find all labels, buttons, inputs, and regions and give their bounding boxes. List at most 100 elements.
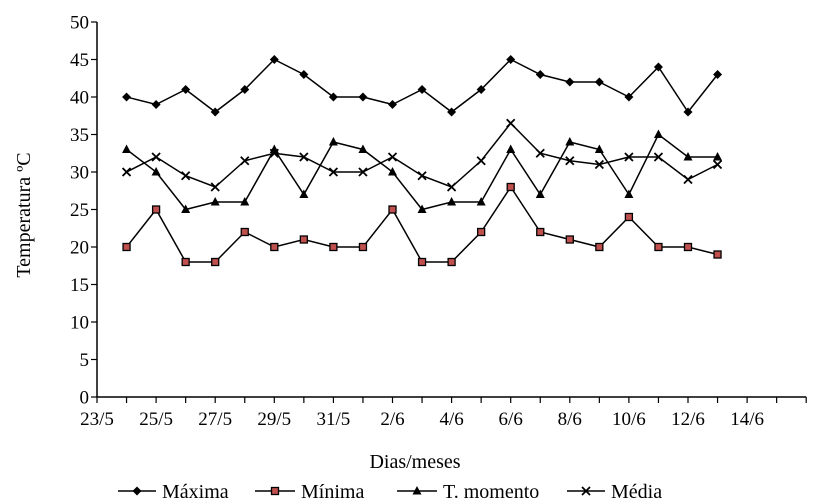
- y-tick-label: 10: [70, 313, 89, 334]
- data-point: [358, 242, 368, 252]
- data-point: [506, 118, 516, 128]
- y-tick-label: 25: [70, 200, 89, 221]
- legend-marker: [132, 486, 142, 496]
- x-marker-stroke: [358, 167, 368, 177]
- data-point: [417, 204, 427, 213]
- data-point: [358, 144, 368, 153]
- data-point: [122, 92, 132, 102]
- data-point: [624, 152, 634, 162]
- legend-label: Mínima: [301, 481, 364, 503]
- data-point: [683, 242, 693, 252]
- data-point: [181, 85, 191, 94]
- data-point: [506, 55, 516, 64]
- x-tick-label: 6/6: [499, 409, 523, 430]
- data-point: [594, 144, 604, 153]
- data-point: [535, 148, 545, 158]
- x-tick-label: 14/6: [730, 409, 764, 430]
- data-point: [269, 144, 279, 153]
- legend: Máxima Mínima T. momento Média: [118, 481, 662, 503]
- data-point: [329, 242, 338, 252]
- data-point: [358, 92, 368, 102]
- data-point: [535, 189, 545, 198]
- data-point: [122, 242, 131, 252]
- data-point: [683, 107, 693, 117]
- data-point: [594, 77, 604, 87]
- data-point: [565, 137, 575, 146]
- x-tick-label: 12/6: [671, 409, 705, 430]
- data-point: [299, 235, 309, 244]
- data-point: [595, 242, 604, 252]
- data-point: [299, 189, 309, 198]
- data-point: [240, 227, 249, 237]
- x-tick-label: 29/5: [257, 409, 291, 430]
- series-layer: [121, 55, 723, 267]
- axes: [96, 22, 807, 398]
- y-axis-ticks: 0 5 10 15 20 25 30 35 40 45 50: [70, 13, 97, 409]
- data-point: [624, 92, 634, 102]
- data-point: [712, 159, 723, 170]
- data-point: [535, 70, 545, 79]
- data-point: [387, 152, 398, 162]
- data-point: [181, 204, 191, 213]
- data-point: [388, 100, 397, 109]
- data-point: [151, 167, 161, 176]
- data-point: [565, 235, 574, 244]
- legend-marker: [412, 486, 422, 495]
- data-point: [653, 129, 663, 138]
- legend-label: T. momento: [443, 481, 539, 503]
- series-1: [122, 182, 722, 267]
- data-point: [240, 85, 250, 94]
- y-tick-label: 50: [70, 13, 89, 34]
- series-3: [121, 118, 723, 192]
- data-point: [122, 144, 132, 153]
- data-point: [299, 152, 309, 162]
- x-marker-stroke: [624, 152, 634, 162]
- data-point: [270, 242, 279, 252]
- data-point: [565, 77, 575, 87]
- data-point: [624, 212, 634, 222]
- legend-item: Mínima: [255, 481, 364, 503]
- x-marker-stroke: [565, 156, 575, 166]
- x-marker-stroke: [535, 148, 545, 158]
- legend-marker: [581, 486, 591, 496]
- x-marker-stroke: [581, 486, 591, 496]
- legend-label: Máxima: [162, 481, 229, 503]
- data-point: [269, 148, 279, 158]
- data-point: [240, 197, 250, 206]
- data-point: [328, 167, 339, 177]
- x-tick-label: 2/6: [380, 409, 404, 430]
- x-marker-stroke: [269, 148, 279, 158]
- data-point: [447, 197, 457, 206]
- data-point: [447, 107, 457, 117]
- series-line: [126, 122, 718, 188]
- x-tick-label: 31/5: [317, 409, 351, 430]
- data-point: [506, 182, 515, 192]
- data-point: [565, 156, 575, 166]
- x-marker-stroke: [181, 171, 191, 181]
- data-point: [211, 257, 220, 267]
- x-marker-stroke: [446, 182, 457, 192]
- data-point: [653, 62, 663, 72]
- x-tick-label: 23/5: [80, 409, 114, 430]
- data-point: [417, 171, 427, 181]
- data-point: [210, 182, 220, 192]
- data-point: [121, 167, 132, 177]
- legend-item: Máxima: [118, 481, 229, 503]
- y-tick-label: 35: [70, 125, 89, 146]
- data-point: [594, 159, 604, 170]
- data-point: [181, 171, 191, 181]
- data-point: [446, 182, 457, 192]
- data-point: [683, 174, 693, 185]
- y-tick-label: 5: [80, 350, 90, 371]
- x-marker-stroke: [240, 156, 250, 166]
- data-point: [151, 205, 161, 214]
- data-point: [624, 189, 634, 198]
- x-marker-stroke: [387, 152, 398, 162]
- x-marker-stroke: [594, 159, 604, 170]
- y-tick-label: 30: [70, 163, 89, 184]
- series-0: [122, 55, 723, 117]
- x-marker-stroke: [683, 174, 693, 185]
- data-point: [536, 227, 545, 237]
- data-point: [447, 257, 456, 267]
